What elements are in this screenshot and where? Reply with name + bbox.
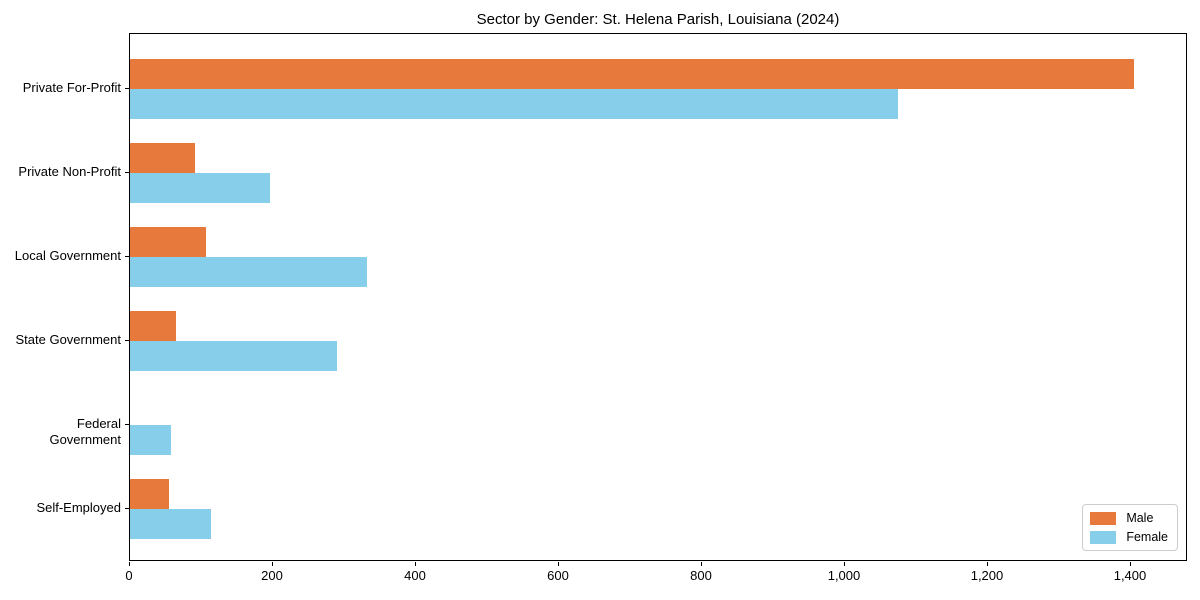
bar-male-private-non-profit — [130, 143, 195, 173]
bar-male-self-employed — [130, 479, 169, 509]
y-tick-label-private-for-profit: Private For-Profit — [22, 80, 121, 95]
y-tick-mark — [125, 508, 129, 509]
x-tick-label-200: 200 — [261, 568, 283, 583]
y-tick-label-private-non-profit: Private Non-Profit — [18, 164, 121, 179]
x-tick-label-1-000: 1,000 — [827, 568, 861, 583]
x-tick-label-400: 400 — [404, 568, 426, 583]
legend-item-male: Male — [1090, 511, 1168, 525]
plot-area: Male Female — [129, 33, 1187, 561]
legend-label-male: Male — [1126, 511, 1154, 525]
x-tick-label-600: 600 — [547, 568, 569, 583]
y-tick-mark — [125, 172, 129, 173]
x-tick-label-800: 800 — [690, 568, 712, 583]
legend-swatch-female — [1090, 530, 1117, 544]
y-tick-label-state-government: State Government — [15, 332, 122, 347]
x-tick-mark — [844, 562, 845, 566]
legend-item-female: Female — [1090, 530, 1168, 544]
y-tick-mark — [125, 88, 129, 89]
x-tick-mark — [987, 562, 988, 566]
bar-female-self-employed — [130, 509, 211, 539]
bar-male-private-for-profit — [130, 59, 1134, 89]
x-tick-mark — [272, 562, 273, 566]
x-tick-mark — [1130, 562, 1131, 566]
y-tick-mark — [125, 256, 129, 257]
bar-female-state-government — [130, 341, 337, 371]
y-tick-label-self-employed: Self-Employed — [36, 500, 121, 515]
legend-swatch-male — [1090, 511, 1117, 525]
x-tick-label-1-400: 1,400 — [1113, 568, 1147, 583]
bar-female-private-non-profit — [130, 173, 270, 203]
y-tick-label-local-government: Local Government — [14, 248, 121, 263]
x-tick-mark — [558, 562, 559, 566]
x-tick-label-0: 0 — [125, 568, 133, 583]
bar-female-federal-government — [130, 425, 171, 455]
x-tick-mark — [701, 562, 702, 566]
y-tick-mark — [125, 424, 129, 425]
bar-male-local-government — [130, 227, 206, 257]
legend: Male Female — [1082, 504, 1178, 551]
chart-title: Sector by Gender: St. Helena Parish, Lou… — [476, 11, 840, 28]
y-tick-label-federal-government: Federal Government — [49, 416, 121, 447]
bar-male-state-government — [130, 311, 176, 341]
y-tick-mark — [125, 340, 129, 341]
x-tick-mark — [415, 562, 416, 566]
bar-female-private-for-profit — [130, 89, 898, 119]
legend-label-female: Female — [1126, 530, 1168, 544]
x-tick-mark — [129, 562, 130, 566]
x-tick-label-1-200: 1,200 — [970, 568, 1004, 583]
bar-female-local-government — [130, 257, 367, 287]
